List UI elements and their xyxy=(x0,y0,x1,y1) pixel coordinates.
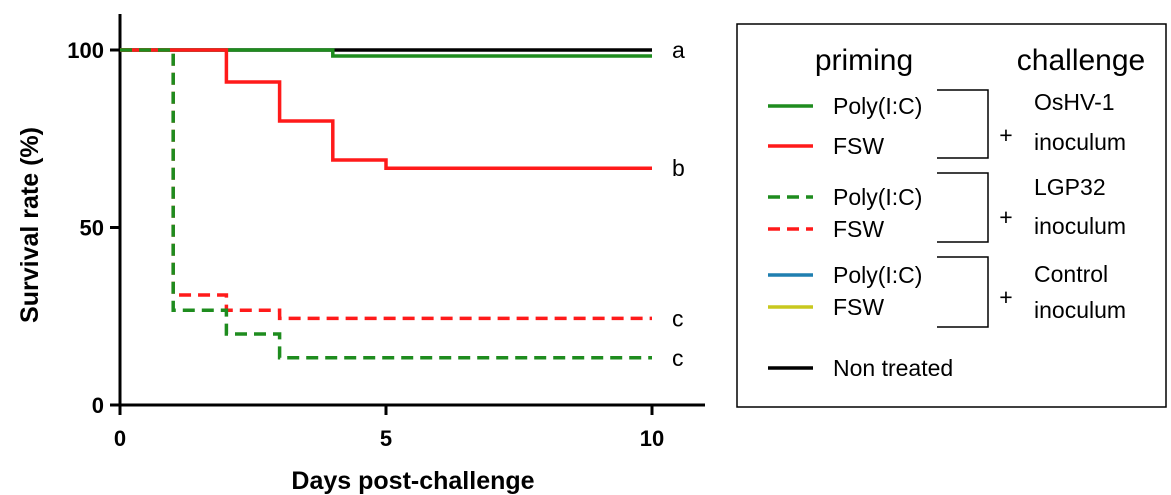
legend-priming-header: priming xyxy=(815,44,913,77)
legend-label-g0-1: FSW xyxy=(833,133,884,159)
legend: priming challenge Poly(I:C) FSW + OsHV-1… xyxy=(736,23,1167,408)
significance-letter-lgp_fsw: c xyxy=(672,305,684,331)
legend-label-g2-1: FSW xyxy=(833,294,884,320)
legend-label-g1-1: FSW xyxy=(833,216,884,242)
x-tick-label: 0 xyxy=(114,426,126,451)
legend-plus-g0: + xyxy=(999,122,1012,148)
y-tick-label: 0 xyxy=(92,393,104,418)
legend-challenge-g0-line1: OsHV-1 xyxy=(1034,89,1115,115)
x-axis-title: Days post-challenge xyxy=(291,467,534,495)
legend-label-g0-0: Poly(I:C) xyxy=(833,93,922,119)
legend-challenge-header: challenge xyxy=(1017,44,1145,77)
significance-letter-nontreated: a xyxy=(672,37,685,63)
legend-label-g1-0: Poly(I:C) xyxy=(833,184,922,210)
legend-label-nontreated: Non treated xyxy=(833,355,953,381)
significance-letter-lgp_poly: c xyxy=(672,345,684,371)
legend-challenge-g2-line1: Control xyxy=(1034,261,1108,287)
legend-challenge-g0-line2: inoculum xyxy=(1034,129,1126,155)
y-tick-label: 50 xyxy=(80,216,104,241)
series-line-osh_fsw xyxy=(120,48,652,170)
legend-bracket-g1 xyxy=(937,172,989,243)
legend-challenge-g1-line1: LGP32 xyxy=(1034,174,1106,200)
y-axis-title: Survival rate (%) xyxy=(16,127,44,323)
legend-label-g2-0: Poly(I:C) xyxy=(833,262,922,288)
legend-challenge-g1-line2: inoculum xyxy=(1034,213,1126,239)
legend-bracket-g2 xyxy=(937,256,989,328)
series-layer: a b cc xyxy=(120,37,685,371)
legend-challenge-g2-line2: inoculum xyxy=(1034,297,1126,323)
legend-bracket-g0 xyxy=(937,89,989,159)
legend-plus-g2: + xyxy=(999,284,1012,310)
y-tick-label: 100 xyxy=(67,38,104,63)
series-line-lgp_fsw xyxy=(120,48,652,321)
legend-plus-g1: + xyxy=(999,204,1012,230)
x-tick-label: 10 xyxy=(640,426,664,451)
x-tick-label: 5 xyxy=(380,426,392,451)
legend-frame xyxy=(736,23,1167,408)
series-line-lgp_poly xyxy=(120,48,652,360)
significance-letter-osh_fsw: b xyxy=(672,155,685,181)
